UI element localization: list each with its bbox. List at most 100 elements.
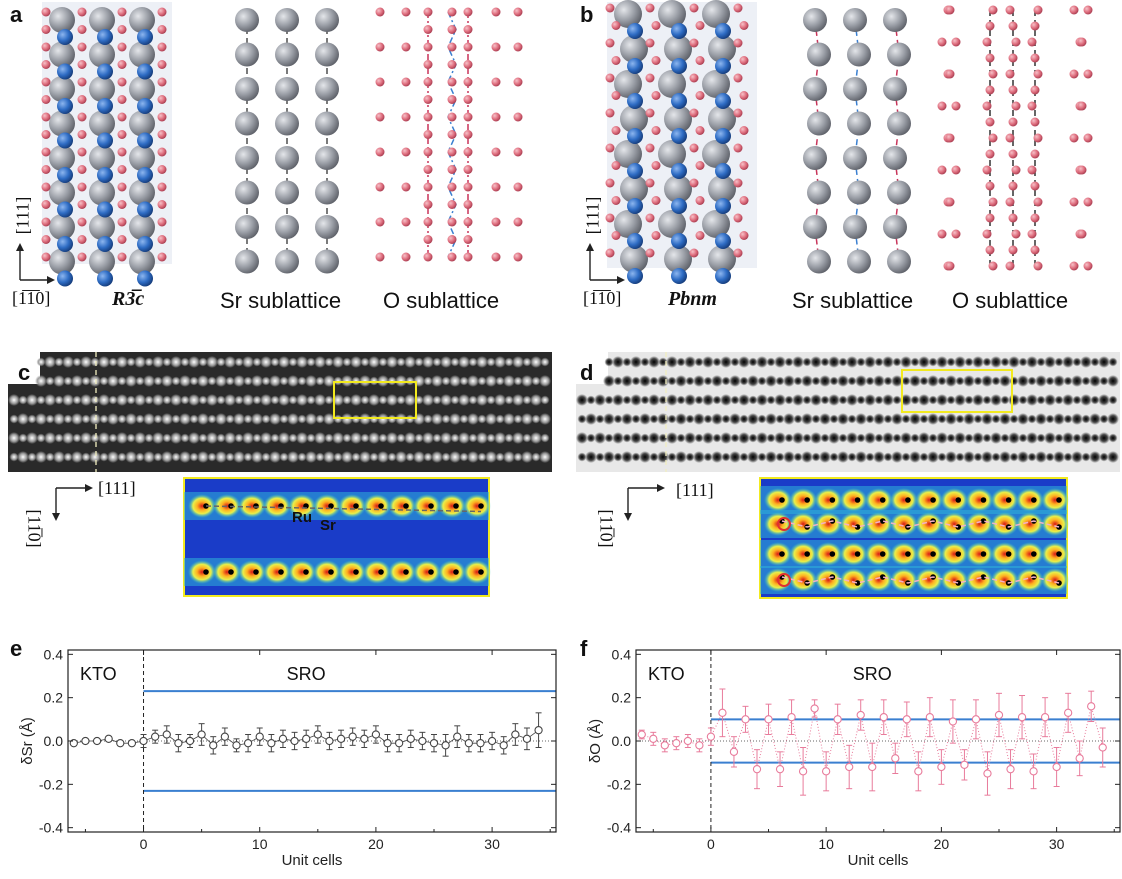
atom-column xyxy=(252,395,262,405)
atom-column xyxy=(458,356,470,368)
atom-column xyxy=(368,356,380,368)
atom-column xyxy=(1026,432,1038,444)
o-atom xyxy=(463,252,473,262)
atom-column xyxy=(730,395,740,405)
o-atom xyxy=(937,165,947,175)
heatmap-peak xyxy=(338,560,366,584)
sr-atom xyxy=(275,146,299,170)
sr-label: Sr xyxy=(320,517,336,534)
atom-column xyxy=(107,375,119,387)
atom-column xyxy=(666,356,678,368)
atom-column xyxy=(648,432,660,444)
data-point xyxy=(406,734,415,743)
fitted-position-dot xyxy=(829,551,836,557)
o-atom xyxy=(1030,149,1040,159)
data-point xyxy=(660,741,669,750)
atom-column xyxy=(116,356,128,368)
o-atom xyxy=(645,248,655,258)
o-atom xyxy=(513,147,523,157)
data-point xyxy=(441,741,450,750)
o-atom xyxy=(645,143,655,153)
sr-atom xyxy=(129,110,155,137)
o-atom xyxy=(401,252,411,262)
sr-atom xyxy=(235,8,259,32)
fitted-position-dot xyxy=(428,503,434,509)
atom-column xyxy=(432,433,442,443)
atom-column xyxy=(107,413,119,425)
atom-column xyxy=(1027,414,1037,424)
atom-column xyxy=(793,414,803,424)
sr-atom xyxy=(129,76,155,102)
x-tick-label: 30 xyxy=(1049,836,1065,852)
atom-column xyxy=(846,394,858,406)
o-atom xyxy=(988,197,998,207)
ru-atom xyxy=(97,132,113,149)
atom-column xyxy=(71,413,83,425)
atom-column xyxy=(441,452,451,462)
atom-column xyxy=(27,414,37,424)
o-atom xyxy=(491,42,501,52)
atom-column xyxy=(224,356,236,368)
ru-atom xyxy=(57,167,73,183)
heatmap-peak xyxy=(1015,568,1044,592)
atom-column xyxy=(883,452,893,462)
atom-column xyxy=(594,432,606,444)
heatmap-peak xyxy=(1015,488,1044,512)
y-tick-label: 0.2 xyxy=(44,690,64,706)
o-atom xyxy=(988,69,998,79)
atom-column xyxy=(233,375,245,387)
heatmap-peak xyxy=(940,542,969,566)
heatmap-peak xyxy=(463,560,491,584)
atom-column xyxy=(999,375,1011,387)
atom-column xyxy=(945,451,957,463)
fitted-position-dot xyxy=(980,518,987,524)
sr-atom xyxy=(49,110,75,137)
data-point xyxy=(243,739,253,748)
atom-column xyxy=(522,395,532,405)
atom-column xyxy=(72,395,82,405)
data-point xyxy=(336,734,346,743)
o-atom xyxy=(41,42,51,52)
atom-column xyxy=(503,375,515,387)
atom-column xyxy=(802,395,812,405)
o-atom xyxy=(401,147,411,157)
atom-column xyxy=(161,375,173,387)
atom-column xyxy=(45,376,55,386)
heatmap-peak xyxy=(438,494,466,518)
atom-column xyxy=(117,414,127,424)
heatmap-peak xyxy=(463,494,491,518)
atom-column xyxy=(395,451,407,463)
atom-column xyxy=(440,432,452,444)
atom-column xyxy=(747,413,759,425)
atom-column xyxy=(80,394,92,406)
heatmap-peak xyxy=(915,512,944,536)
data-point xyxy=(255,732,264,741)
atom-column xyxy=(874,395,884,405)
atom-column xyxy=(134,356,146,368)
atom-column xyxy=(342,357,352,367)
o-atom xyxy=(1069,5,1079,15)
o-sublattice-a xyxy=(375,7,523,262)
atom-column xyxy=(44,432,56,444)
heatmap-peak xyxy=(789,568,818,592)
atom-column xyxy=(756,394,768,406)
atom-column xyxy=(512,356,524,368)
o-atom xyxy=(157,165,167,174)
data-point xyxy=(914,767,923,776)
atom-column xyxy=(918,356,930,368)
atom-column xyxy=(207,452,217,462)
atom-column xyxy=(162,433,172,443)
sr-atom xyxy=(614,70,642,98)
o-atom xyxy=(447,25,457,34)
o-atom xyxy=(423,112,433,122)
o-atom xyxy=(513,112,523,122)
heatmap-peak xyxy=(814,542,843,566)
atom-column xyxy=(45,452,55,462)
atom-column xyxy=(946,395,956,405)
atom-column xyxy=(937,376,947,386)
heatmap-peak xyxy=(965,488,994,512)
fitted-position-dot xyxy=(1005,551,1012,557)
atom-column xyxy=(350,394,362,406)
data-point xyxy=(868,762,877,772)
atom-column xyxy=(864,432,876,444)
